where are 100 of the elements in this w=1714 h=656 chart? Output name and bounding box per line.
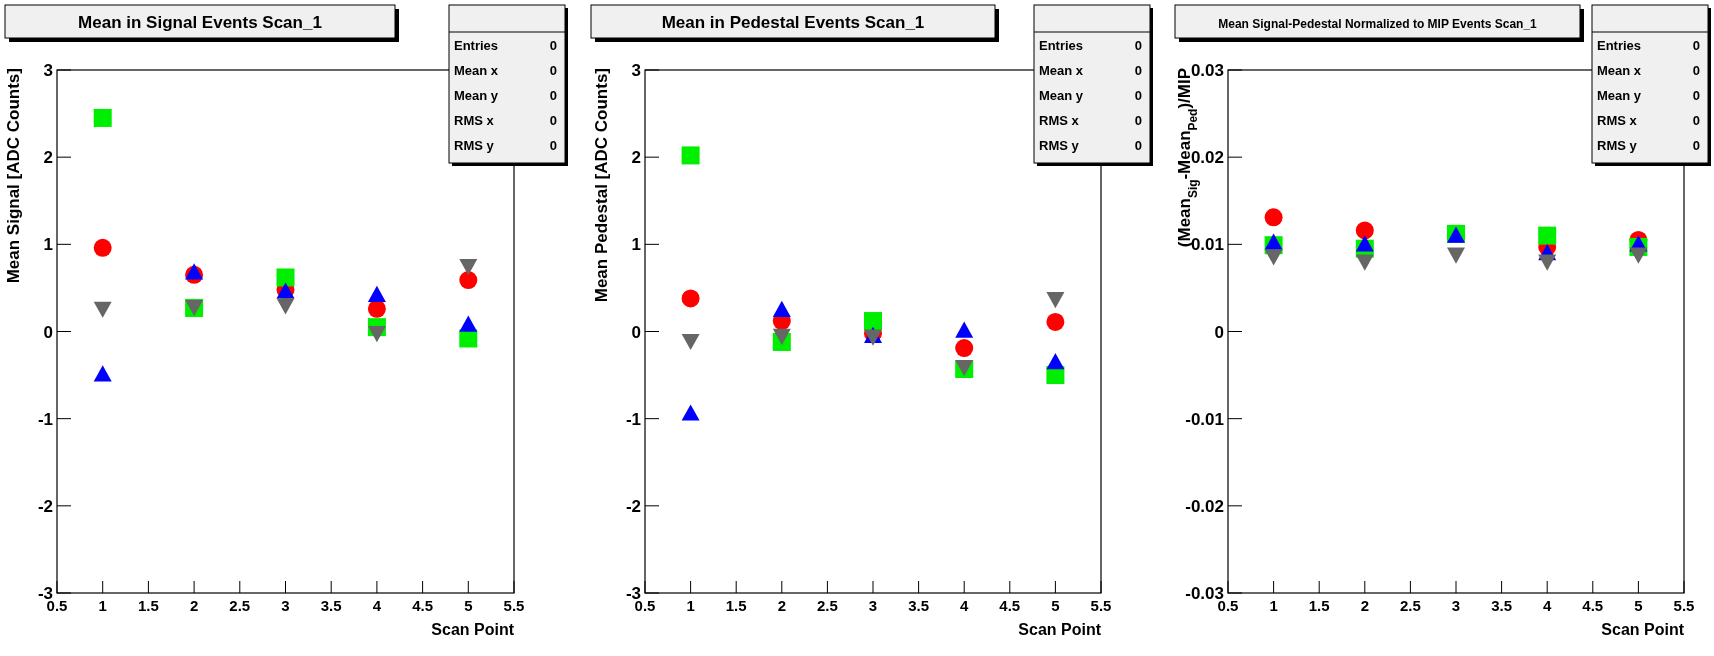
x-tick-label: 2 — [777, 597, 786, 614]
x-tick-label: 3.5 — [908, 597, 930, 614]
x-axis-title: Scan Point — [1018, 621, 1102, 638]
x-tick-label: 1.5 — [137, 597, 159, 614]
point — [864, 312, 882, 331]
text: 0 — [1134, 88, 1142, 103]
x-tick-label: 2.5 — [816, 597, 838, 614]
text: Entries — [454, 38, 499, 53]
annotation: Mean y — [454, 88, 499, 103]
x-tick-label: 3 — [1451, 597, 1461, 614]
text: 0 — [549, 138, 557, 153]
annotation: Mean x — [454, 63, 499, 78]
y-tick-label: 0.03 — [1190, 61, 1224, 80]
point — [185, 263, 204, 280]
annotation: Mean x — [1597, 63, 1642, 78]
point — [93, 108, 112, 127]
annotation: RMS x — [1597, 113, 1638, 128]
x-tick-label: 1.5 — [1308, 597, 1330, 614]
x-tick-label: 5.5 — [1090, 597, 1112, 614]
text: 0 — [1692, 88, 1700, 103]
point — [1046, 312, 1065, 331]
x-tick-label: 1 — [98, 597, 107, 614]
annotation: RMS y — [1039, 138, 1080, 153]
text: 0 — [1134, 38, 1142, 53]
annotation: RMS x — [454, 113, 495, 128]
annotation: RMS y — [454, 138, 495, 153]
y-tick-label: -0.02 — [1185, 496, 1224, 516]
y-tick-label: -0.01 — [1185, 409, 1224, 429]
chart-title: Mean in Signal Events Scan_1 — [78, 13, 322, 32]
x-tick-label: 5 — [1634, 597, 1643, 614]
y-tick-label: 0.02 — [1190, 148, 1224, 168]
text: 0 — [1692, 63, 1700, 78]
text: 0 — [549, 88, 557, 103]
point — [276, 268, 295, 287]
y-tick-label: 2 — [43, 148, 53, 168]
point — [681, 333, 700, 351]
x-tick-label: 4.5 — [1582, 597, 1604, 614]
x-tick-label: 5 — [464, 597, 473, 614]
y-tick-label: -2 — [37, 496, 53, 516]
y-tick-label: -2 — [625, 496, 641, 516]
x-axis-title: Scan Point — [1601, 621, 1685, 638]
title-box: Mean Signal-Pedestal Normalized to MIP Events Scan_1 — [1174, 4, 1584, 42]
x-tick-label: 2.5 — [229, 597, 251, 614]
chart-title: Mean in Pedestal Events Scan_1 — [661, 13, 925, 32]
y-tick-label: 3 — [631, 61, 641, 80]
x-tick-label: 4.5 — [999, 597, 1021, 614]
text: 0 — [1692, 38, 1700, 53]
x-tick-label: 3 — [281, 597, 290, 614]
annotation: Mean y — [1039, 88, 1084, 103]
point — [93, 365, 112, 382]
point — [681, 289, 700, 308]
y-tick-label: -1 — [625, 409, 641, 429]
x-tick-label: 3.5 — [1491, 597, 1513, 614]
text: 0 — [1692, 138, 1700, 153]
text: 0 — [1134, 138, 1142, 153]
x-tick-label: 1 — [1269, 597, 1278, 614]
x-tick-label: 4 — [1543, 597, 1553, 614]
text: Entries — [1039, 38, 1084, 53]
y-tick-label: 0.01 — [1190, 235, 1224, 255]
text: 0 — [1134, 63, 1142, 78]
x-axis-title: Scan Point — [431, 621, 515, 638]
x-tick-label: 1 — [686, 597, 695, 614]
x-tick-label: 4 — [960, 597, 970, 614]
annotation: Mean y — [1597, 88, 1642, 103]
text: 0 — [549, 63, 557, 78]
point — [93, 238, 112, 257]
x-tick-label: 4 — [372, 597, 382, 614]
text: 0 — [549, 38, 557, 53]
x-tick-label: 2.5 — [1399, 597, 1421, 614]
y-tick-label: 0 — [631, 322, 641, 342]
x-tick-label: 3 — [868, 597, 878, 614]
text: Entries — [1597, 38, 1642, 53]
x-tick-label: 2 — [1360, 597, 1369, 614]
x-tick-label: 1.5 — [725, 597, 747, 614]
point — [772, 328, 791, 345]
annotation: RMS y — [1597, 138, 1638, 153]
x-tick-label: 4.5 — [412, 597, 434, 614]
chart-title: Mean Signal-Pedestal Normalized to MIP Events Scan_1 — [1218, 17, 1538, 31]
y-tick-label: 0 — [1214, 322, 1224, 342]
y-tick-label: 1 — [631, 235, 641, 255]
x-tick-label: 5 — [1051, 597, 1060, 614]
annotation: RMS x — [1039, 113, 1080, 128]
y-tick-label: -1 — [37, 409, 53, 429]
text: 0 — [549, 113, 557, 128]
point — [459, 271, 478, 290]
title-box: Mean in Signal Events Scan_1 — [4, 4, 399, 42]
point — [367, 285, 386, 303]
point — [459, 315, 478, 332]
y-tick-label: 2 — [631, 148, 641, 168]
point — [1046, 292, 1065, 309]
annotation: Mean x — [1039, 63, 1084, 78]
text: 0 — [1134, 113, 1142, 128]
x-tick-label: 5.5 — [503, 597, 525, 614]
title-box: Mean in Pedestal Events Scan_1 — [590, 4, 999, 42]
y-axis-title: Mean Pedestal [ADC Counts] — [592, 68, 611, 303]
y-axis-title: Mean Signal [ADC Counts] — [4, 68, 23, 284]
y-tick-label: 3 — [43, 61, 53, 80]
x-tick-label: 2 — [189, 597, 199, 614]
x-tick-label: 3.5 — [320, 597, 342, 614]
point — [955, 339, 974, 358]
